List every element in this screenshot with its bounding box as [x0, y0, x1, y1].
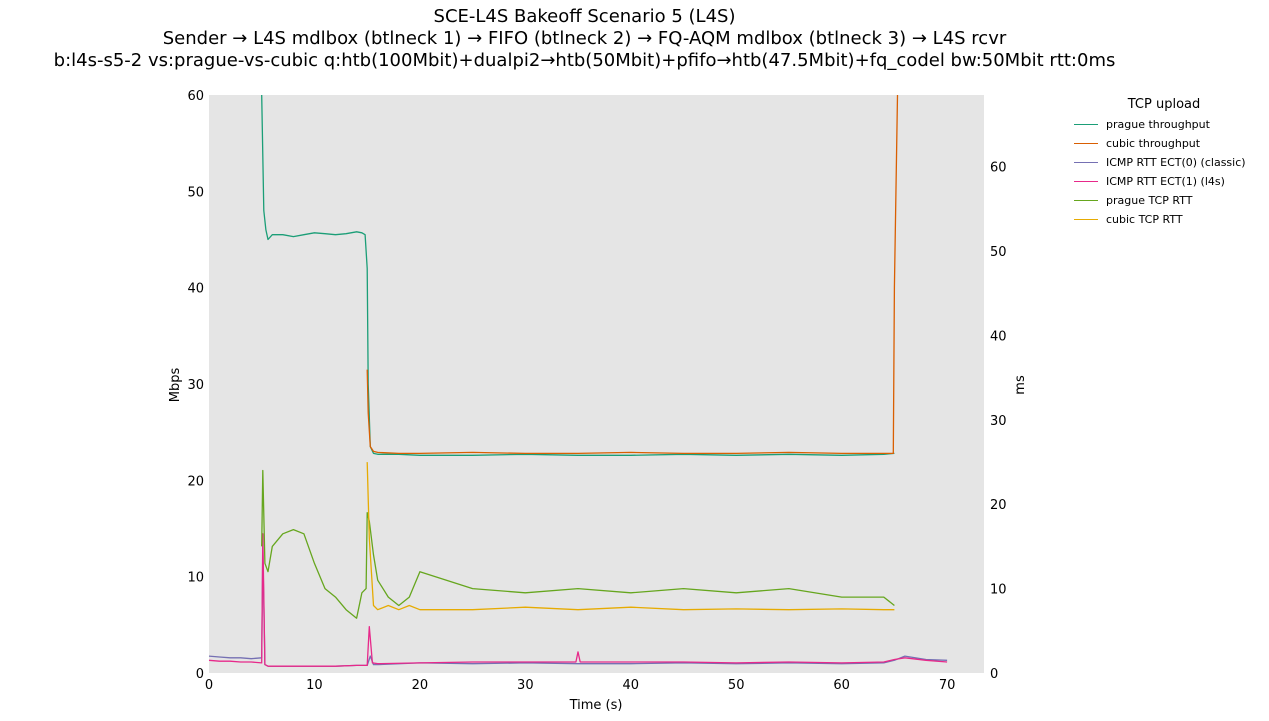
- y2-tick-label: 50: [990, 245, 1007, 260]
- legend-label: prague throughput: [1106, 118, 1210, 131]
- legend-item-icmp-rtt-classic: ICMP RTT ECT(0) (classic): [1066, 153, 1266, 172]
- y-tick-label: 60: [187, 89, 204, 104]
- series-line-cubic-throughput: [366, 94, 899, 455]
- tick-layer: 0 10 20 30 40 50 60 70 0 10 20 30 40 50 60 0 10 20 30 40 50 6…: [187, 89, 1006, 693]
- series-line-icmp-rtt-ect-1-l4s: [208, 533, 948, 667]
- legend-swatch: [1074, 162, 1098, 163]
- legend-label: cubic TCP RTT: [1106, 213, 1183, 226]
- x-tick-label: 70: [939, 678, 956, 693]
- y2-tick-label: 0: [990, 667, 998, 682]
- y-tick-label: 10: [187, 571, 204, 586]
- legend: TCP upload prague throughput cubic throu…: [1066, 97, 1266, 229]
- y-tick-label: 20: [187, 474, 204, 489]
- y2-axis-label: ms: [1013, 375, 1028, 395]
- x-tick-label: 20: [412, 678, 429, 693]
- legend-title: TCP upload: [1127, 97, 1201, 112]
- x-tick-label: 50: [728, 678, 745, 693]
- legend-item-icmp-rtt-l4s: ICMP RTT ECT(1) (l4s): [1066, 172, 1266, 191]
- legend-swatch: [1074, 181, 1098, 182]
- series-layer: [208, 94, 948, 667]
- legend-swatch: [1074, 124, 1098, 125]
- legend-item-prague-throughput: prague throughput: [1066, 115, 1266, 134]
- legend-label: cubic throughput: [1106, 137, 1201, 150]
- chart-subtitle-2: b:l4s-s5-2 vs:prague-vs-cubic q:htb(100M…: [53, 50, 1116, 71]
- y2-tick-label: 60: [990, 161, 1007, 176]
- x-tick-label: 40: [622, 678, 639, 693]
- x-axis-label: Time (s): [569, 698, 623, 713]
- legend-label: ICMP RTT ECT(1) (l4s): [1106, 175, 1225, 188]
- series-line-prague-throughput: [261, 94, 895, 456]
- legend-item-cubic-throughput: cubic throughput: [1066, 134, 1266, 153]
- y2-tick-label: 20: [990, 498, 1007, 513]
- legend-label: ICMP RTT ECT(0) (classic): [1106, 156, 1246, 169]
- legend-item-prague-tcp-rtt: prague TCP RTT: [1066, 191, 1266, 210]
- x-tick-label: 60: [833, 678, 850, 693]
- y-tick-label: 40: [187, 282, 204, 297]
- x-tick-label: 30: [517, 678, 534, 693]
- y2-tick-label: 30: [990, 414, 1007, 429]
- y2-tick-label: 40: [990, 329, 1007, 344]
- series-line-cubic-tcp-rtt: [366, 462, 895, 611]
- legend-swatch: [1074, 219, 1098, 220]
- legend-label: prague TCP RTT: [1106, 194, 1193, 207]
- y2-tick-label: 10: [990, 583, 1007, 598]
- legend-swatch: [1074, 200, 1098, 201]
- y-axis-label: Mbps: [168, 368, 183, 403]
- y-tick-label: 30: [187, 378, 204, 393]
- chart-subtitle-1: Sender → L4S mdlbox (btlneck 1) → FIFO (…: [162, 28, 1007, 49]
- legend-item-cubic-tcp-rtt: cubic TCP RTT: [1066, 210, 1266, 229]
- plot-area: [209, 95, 984, 673]
- x-tick-label: 10: [306, 678, 323, 693]
- y-tick-label: 0: [196, 667, 204, 682]
- legend-swatch: [1074, 143, 1098, 144]
- chart-title: SCE-L4S Bakeoff Scenario 5 (L4S): [433, 6, 736, 27]
- y-tick-label: 50: [187, 185, 204, 200]
- chart-title-block: SCE-L4S Bakeoff Scenario 5 (L4S) Sender …: [0, 6, 1169, 72]
- x-tick-label: 0: [205, 678, 213, 693]
